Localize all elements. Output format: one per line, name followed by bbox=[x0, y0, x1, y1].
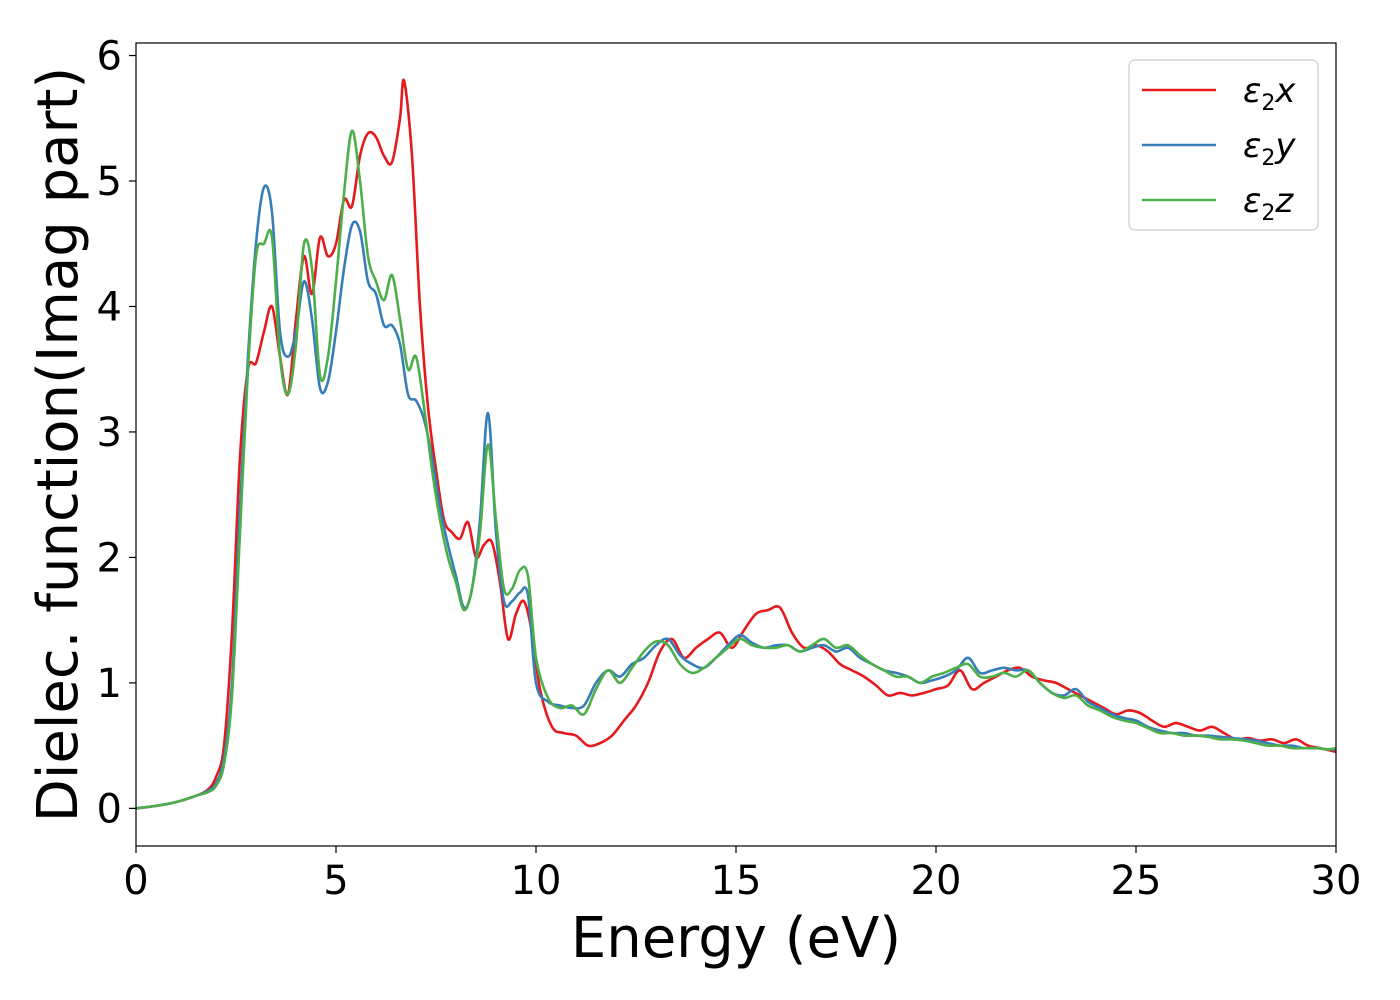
x-tick-label: 30 bbox=[1311, 858, 1362, 904]
y-axis-label: Dielec. function(Imag part) bbox=[26, 67, 91, 823]
y-tick-label: 2 bbox=[97, 535, 122, 581]
x-tick-label: 10 bbox=[511, 858, 562, 904]
x-tick-label: 15 bbox=[711, 858, 762, 904]
y-tick-label: 0 bbox=[97, 786, 122, 832]
x-tick-label: 20 bbox=[911, 858, 962, 904]
y-tick-label: 5 bbox=[97, 159, 122, 205]
x-tick-label: 25 bbox=[1111, 858, 1162, 904]
series-line-y bbox=[136, 184, 1336, 810]
series-lines bbox=[136, 78, 1336, 810]
series-line-x bbox=[136, 78, 1336, 810]
legend-label-x: ε2x bbox=[1243, 71, 1296, 116]
y-tick-label: 4 bbox=[97, 284, 122, 330]
x-tick-label: 0 bbox=[123, 858, 148, 904]
y-tick-label: 1 bbox=[97, 661, 122, 707]
x-axis-ticks: 0 5 10 15 20 25 30 bbox=[123, 846, 1361, 904]
legend-box bbox=[1128, 59, 1319, 231]
y-tick-label: 6 bbox=[97, 34, 122, 80]
x-axis-label: Energy (eV) bbox=[571, 906, 901, 971]
y-tick-label: 3 bbox=[97, 410, 122, 456]
series-line-z bbox=[136, 129, 1336, 810]
x-tick-label: 5 bbox=[323, 858, 348, 904]
legend: ε2x ε2y ε2z bbox=[1128, 59, 1319, 231]
legend-label-y: ε2y bbox=[1243, 126, 1296, 171]
y-axis-ticks: 0 1 2 3 4 5 6 bbox=[97, 34, 136, 832]
legend-label-z: ε2z bbox=[1243, 181, 1294, 226]
